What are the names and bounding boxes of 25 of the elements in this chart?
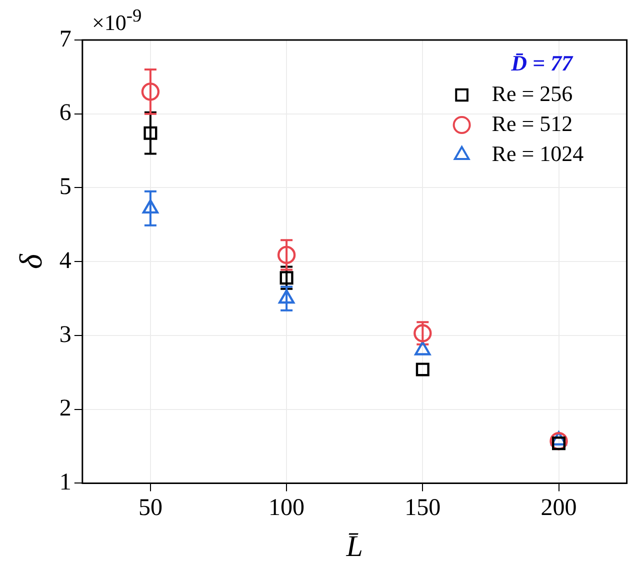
legend-label: Re = 256 — [492, 80, 573, 106]
point — [414, 324, 432, 342]
x-tick-label: 100 — [268, 494, 305, 521]
y-tick-label: 4 — [59, 248, 72, 274]
point — [144, 126, 158, 140]
y-tick-label: 5 — [59, 174, 72, 200]
y-tick-label: 2 — [59, 396, 72, 422]
y-tick-label: 1 — [59, 469, 72, 496]
legend-label: Re = 512 — [492, 110, 573, 136]
point — [141, 82, 160, 101]
x-tick-label: 150 — [404, 494, 441, 521]
y-axis-title: δ — [12, 253, 49, 270]
point — [277, 246, 296, 264]
x-tick-label: 200 — [540, 494, 577, 521]
y-tick-label: 3 — [59, 322, 72, 348]
y-tick-label: 6 — [59, 100, 72, 126]
point — [416, 362, 430, 376]
x-axis-title: L̄ — [345, 530, 363, 563]
legend-label: Re = 1024 — [492, 140, 584, 166]
x-tick-label: 50 — [138, 494, 162, 521]
point — [550, 432, 568, 450]
legend-title: D̄ = 77 — [510, 50, 574, 76]
y-tick-label: 7 — [59, 26, 72, 52]
text: ×10$^{-9}$ — [92, 6, 142, 36]
point — [280, 271, 294, 285]
